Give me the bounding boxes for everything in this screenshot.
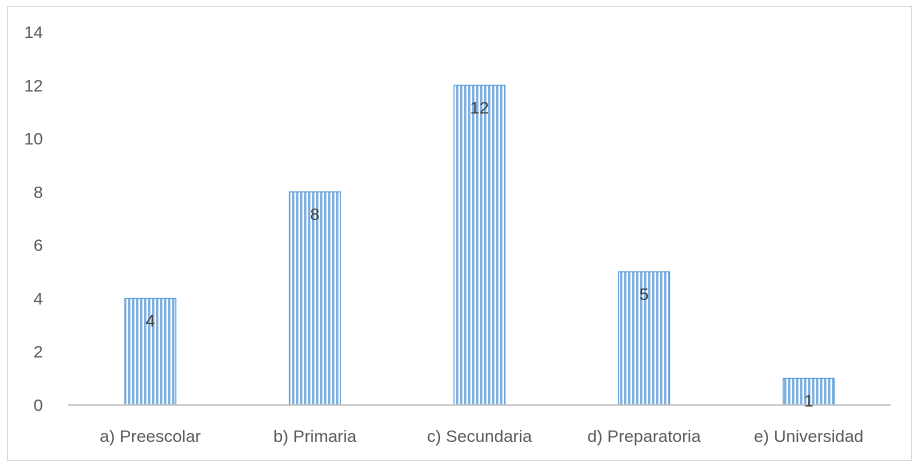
y-tick-label-10: 10 bbox=[24, 130, 43, 149]
bar-4 bbox=[618, 271, 671, 406]
x-tick-label-2: b) Primaria bbox=[273, 427, 357, 446]
data-label-4: 5 bbox=[639, 285, 648, 304]
y-tick-label-8: 8 bbox=[34, 183, 43, 202]
bar-1 bbox=[124, 297, 177, 406]
y-tick-label-4: 4 bbox=[34, 289, 43, 308]
x-tick-label-4: d) Preparatoria bbox=[587, 427, 701, 446]
data-labels: 4 8 12 5 1 bbox=[146, 98, 814, 410]
y-tick-label-14: 14 bbox=[24, 23, 43, 42]
x-tick-label-1: a) Preescolar bbox=[100, 427, 201, 446]
data-label-1: 4 bbox=[146, 311, 155, 330]
x-tick-label-5: e) Universidad bbox=[754, 427, 864, 446]
bars bbox=[124, 84, 835, 406]
x-axis-tick-labels: a) Preescolar b) Primaria c) Secundaria d) … bbox=[100, 427, 864, 446]
y-tick-label-12: 12 bbox=[24, 76, 43, 95]
bar-2 bbox=[288, 191, 341, 406]
data-label-5: 1 bbox=[804, 391, 813, 410]
y-tick-label-0: 0 bbox=[34, 396, 43, 415]
y-axis-tick-labels: 0 2 4 6 8 10 12 14 bbox=[24, 23, 43, 415]
data-label-2: 8 bbox=[310, 205, 319, 224]
x-tick-label-3: c) Secundaria bbox=[427, 427, 532, 446]
y-tick-label-6: 6 bbox=[34, 236, 43, 255]
y-tick-label-2: 2 bbox=[34, 343, 43, 362]
data-label-3: 12 bbox=[470, 98, 489, 117]
bar-3 bbox=[453, 84, 506, 406]
